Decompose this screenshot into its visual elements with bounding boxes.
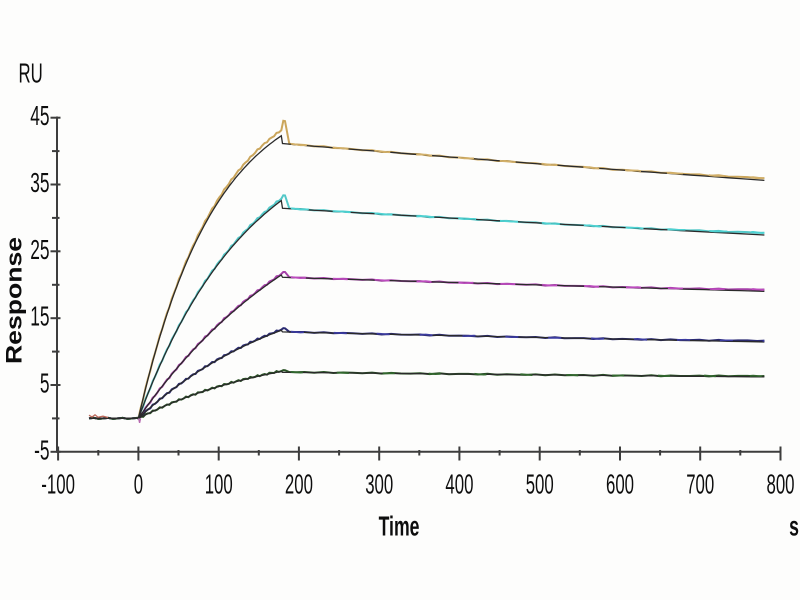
svg-text:15: 15 (30, 300, 49, 331)
svg-text:800: 800 (766, 468, 794, 500)
svg-text:200: 200 (285, 468, 313, 500)
svg-text:300: 300 (365, 468, 393, 500)
svg-text:Time: Time (379, 510, 420, 541)
svg-text:100: 100 (205, 468, 233, 500)
svg-text:600: 600 (606, 468, 634, 500)
svg-text:-5: -5 (34, 434, 49, 465)
svg-text:400: 400 (445, 468, 473, 500)
svg-text:45: 45 (30, 100, 49, 131)
svg-text:-100: -100 (41, 468, 75, 500)
svg-text:s: s (789, 510, 799, 541)
svg-text:25: 25 (30, 234, 49, 265)
svg-text:0: 0 (134, 468, 143, 500)
svg-text:700: 700 (686, 468, 714, 500)
svg-text:RU: RU (19, 57, 43, 89)
svg-text:35: 35 (30, 167, 49, 198)
svg-text:Response: Response (2, 237, 27, 364)
svg-text:500: 500 (526, 468, 554, 500)
svg-text:5: 5 (40, 367, 50, 398)
